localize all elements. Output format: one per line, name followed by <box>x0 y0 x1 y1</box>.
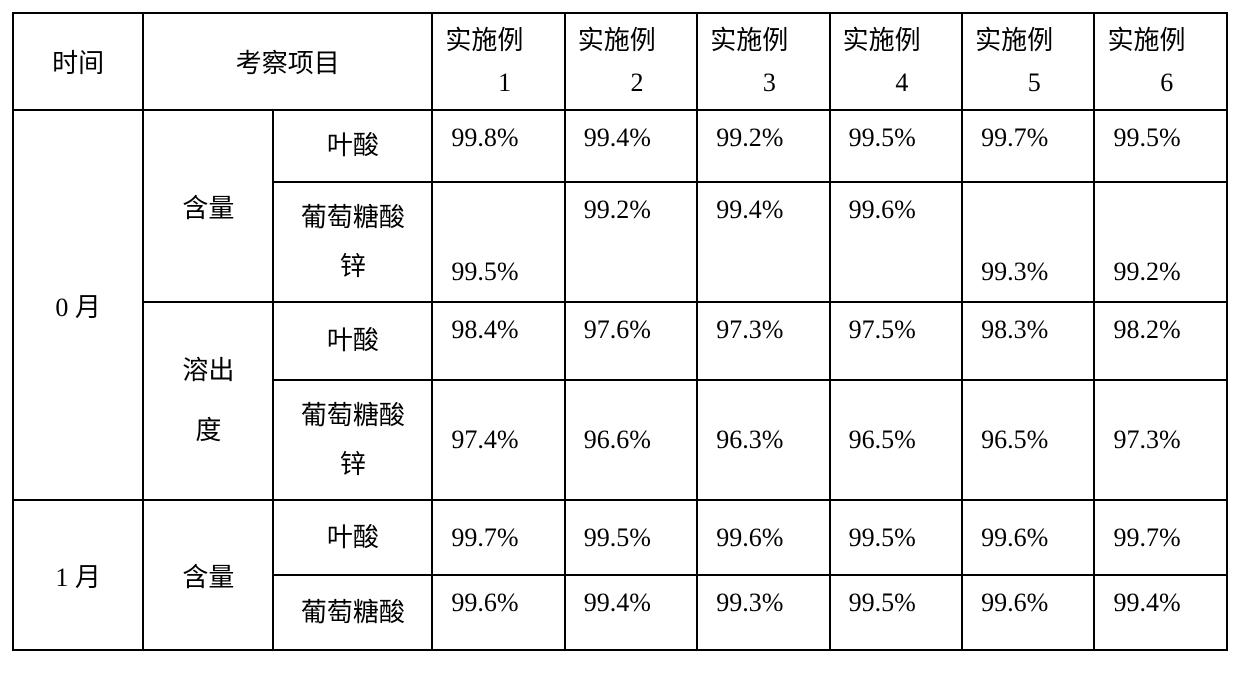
cell: 99.3% <box>697 575 829 650</box>
ex-label: 实施例 <box>975 20 1093 62</box>
col-ex2: 实施例 2 <box>565 13 697 110</box>
sub-ptsx: 葡萄糖酸 锌 <box>273 182 432 302</box>
cell: 99.5% <box>1094 110 1227 182</box>
ex-label: 实施例 <box>578 20 696 62</box>
cell: 99.7% <box>432 500 564 575</box>
cell: 99.5% <box>565 500 697 575</box>
sub-line1: 葡萄糖酸 <box>274 193 431 242</box>
sub-yesu: 叶酸 <box>273 500 432 575</box>
cell: 96.5% <box>830 380 962 500</box>
cell: 99.6% <box>432 575 564 650</box>
table-row: 溶出 度 叶酸 98.4% 97.6% 97.3% 97.5% 98.3% 98… <box>13 302 1227 380</box>
ex-label: 实施例 <box>445 20 563 62</box>
cell: 97.6% <box>565 302 697 380</box>
ex-label: 实施例 <box>843 20 961 62</box>
table-row: 1 月 含量 叶酸 99.7% 99.5% 99.6% 99.5% 99.6% … <box>13 500 1227 575</box>
cell: 98.3% <box>962 302 1094 380</box>
col-items: 考察项目 <box>143 13 432 110</box>
time-m1: 1 月 <box>13 500 143 650</box>
time-m0: 0 月 <box>13 110 143 500</box>
sub-line2: 锌 <box>274 440 431 489</box>
col-time: 时间 <box>13 13 143 110</box>
col-ex5: 实施例 5 <box>962 13 1094 110</box>
cell: 99.4% <box>565 575 697 650</box>
cat-dissolution-m0: 溶出 度 <box>143 302 273 500</box>
cell: 99.8% <box>432 110 564 182</box>
cell: 96.5% <box>962 380 1094 500</box>
cell: 99.5% <box>830 575 962 650</box>
cell: 99.3% <box>962 182 1094 302</box>
cell: 99.7% <box>1094 500 1227 575</box>
ex-num: 4 <box>843 62 961 104</box>
cell: 97.5% <box>830 302 962 380</box>
col-ex3: 实施例 3 <box>697 13 829 110</box>
header-row: 时间 考察项目 实施例 1 实施例 2 实施例 3 实施例 4 <box>13 13 1227 110</box>
cat-content-m1: 含量 <box>143 500 273 650</box>
sub-line2: 锌 <box>274 242 431 291</box>
data-table: 时间 考察项目 实施例 1 实施例 2 实施例 3 实施例 4 <box>12 12 1228 651</box>
cell: 97.3% <box>697 302 829 380</box>
sub-ptsx: 葡萄糖酸 锌 <box>273 380 432 500</box>
cell: 99.4% <box>565 110 697 182</box>
ex-num: 5 <box>975 62 1093 104</box>
cell: 99.5% <box>830 500 962 575</box>
cell: 96.6% <box>565 380 697 500</box>
ex-num: 6 <box>1107 62 1226 104</box>
ex-label: 实施例 <box>710 20 828 62</box>
cell: 97.4% <box>432 380 564 500</box>
cat-line2: 度 <box>144 401 272 461</box>
cell: 97.3% <box>1094 380 1227 500</box>
sub-yesu: 叶酸 <box>273 302 432 380</box>
table-row: 0 月 含量 叶酸 99.8% 99.4% 99.2% 99.5% 99.7% … <box>13 110 1227 182</box>
ex-num: 1 <box>445 62 563 104</box>
col-ex1: 实施例 1 <box>432 13 564 110</box>
cat-content-m0: 含量 <box>143 110 273 302</box>
cell: 99.2% <box>565 182 697 302</box>
cell: 99.2% <box>1094 182 1227 302</box>
cell: 99.6% <box>962 575 1094 650</box>
cell: 99.6% <box>697 500 829 575</box>
cell: 99.6% <box>830 182 962 302</box>
sub-yesu: 叶酸 <box>273 110 432 182</box>
ex-num: 2 <box>578 62 696 104</box>
col-ex4: 实施例 4 <box>830 13 962 110</box>
ex-num: 3 <box>710 62 828 104</box>
ex-label: 实施例 <box>1107 20 1226 62</box>
cell: 99.5% <box>432 182 564 302</box>
cell: 98.4% <box>432 302 564 380</box>
cat-line1: 溶出 <box>144 341 272 401</box>
sub-ptsx-partial: 葡萄糖酸 <box>273 575 432 650</box>
cell: 98.2% <box>1094 302 1227 380</box>
cell: 99.5% <box>830 110 962 182</box>
cell: 99.7% <box>962 110 1094 182</box>
col-ex6: 实施例 6 <box>1094 13 1227 110</box>
cell: 99.4% <box>1094 575 1227 650</box>
cell: 99.6% <box>962 500 1094 575</box>
sub-line1: 葡萄糖酸 <box>274 391 431 440</box>
cell: 99.4% <box>697 182 829 302</box>
cell: 99.2% <box>697 110 829 182</box>
cell: 96.3% <box>697 380 829 500</box>
